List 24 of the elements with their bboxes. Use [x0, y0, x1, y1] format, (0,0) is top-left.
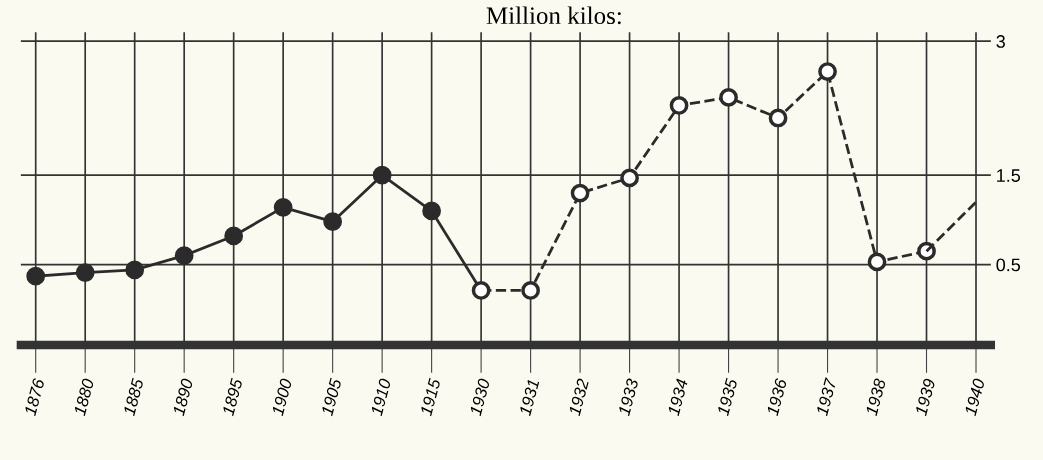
- x-tick-label: 1933: [617, 377, 639, 417]
- x-tick-label: 1880: [73, 377, 95, 417]
- x-tick-label: 1939: [914, 378, 936, 417]
- x-tick-label: 1885: [122, 377, 144, 417]
- x-tick-label: 1935: [716, 377, 738, 417]
- x-tick-label: 1915: [419, 377, 441, 417]
- x-tick-label: 1934: [667, 378, 689, 417]
- x-tick-label: 1910: [370, 377, 392, 417]
- x-tick-label: 1936: [766, 377, 788, 417]
- x-tick-label: 1938: [865, 377, 887, 417]
- x-tick-label: 1931: [518, 379, 540, 417]
- y-tick-label: 3: [996, 35, 1005, 48]
- x-tick-label: 1876: [23, 377, 45, 417]
- x-tick-label: 1932: [568, 377, 590, 417]
- x-tick-label: 1937: [815, 377, 837, 417]
- chart-title: Million kilos:: [486, 6, 621, 25]
- y-tick-label: 1.5: [997, 169, 1021, 182]
- x-tick-label: 1930: [469, 377, 491, 417]
- x-tick-label: 1900: [271, 377, 293, 417]
- x-tick-label: 1905: [320, 377, 342, 417]
- x-tick-label: 1890: [172, 377, 194, 417]
- y-tick-label: 0.5: [996, 258, 1021, 272]
- x-tick-label: 1895: [221, 377, 243, 417]
- x-tick-label: 1940: [964, 377, 986, 417]
